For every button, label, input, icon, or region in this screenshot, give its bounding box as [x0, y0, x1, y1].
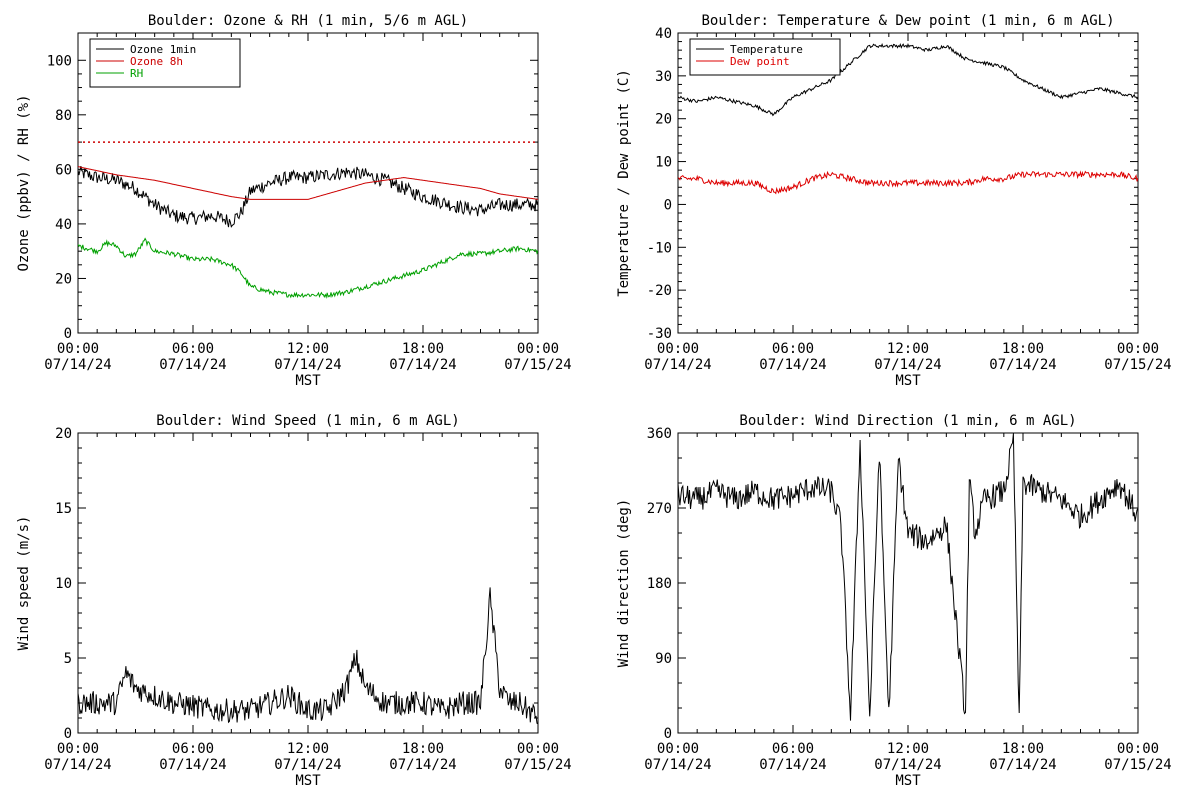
x-tick-label-time: 06:00	[172, 341, 214, 357]
y-tick-label: 0	[64, 326, 72, 342]
x-tick-label-date: 07/14/24	[389, 757, 456, 773]
y-tick-label: -20	[647, 283, 672, 299]
x-tick-label-date: 07/14/24	[159, 357, 226, 373]
x-tick-label-date: 07/14/24	[759, 357, 826, 373]
x-tick-label-time: 18:00	[1002, 741, 1044, 757]
y-axis-label: Temperature / Dew point (C)	[616, 69, 632, 297]
x-axis-label: MST	[295, 373, 321, 389]
y-tick-label: 20	[55, 271, 72, 287]
y-axis-label: Ozone (ppbv) / RH (%)	[16, 94, 32, 271]
x-tick-label-date: 07/14/24	[274, 357, 341, 373]
x-tick-label-time: 18:00	[402, 341, 444, 357]
chart-panel-1: Boulder: Ozone & RH (1 min, 5/6 m AGL) 0 2…	[16, 13, 572, 389]
x-tick-label-time: 12:00	[287, 341, 329, 357]
chart-title: Boulder: Wind Direction (1 min, 6 m AGL)	[739, 413, 1076, 429]
x-tick-label-date: 07/14/24	[874, 757, 941, 773]
y-tick-label: 40	[55, 217, 72, 233]
y-tick-label: 80	[55, 108, 72, 124]
chart-panel-3: Boulder: Wind Speed (1 min, 6 m AGL) 0 5 10…	[16, 413, 572, 789]
y-tick-label: 360	[647, 426, 672, 442]
x-axis-label: MST	[895, 373, 921, 389]
x-tick-label-date: 07/14/24	[44, 357, 111, 373]
x-tick-label-date: 07/14/24	[274, 757, 341, 773]
x-tick-label-time: 00:00	[657, 741, 699, 757]
x-tick-label-time: 12:00	[887, 341, 929, 357]
legend-label: Dew point	[730, 55, 790, 68]
x-tick-label-date: 07/15/24	[504, 757, 571, 773]
y-tick-label: 0	[664, 197, 672, 213]
y-tick-label: 270	[647, 501, 672, 517]
chart-panel-2: Boulder: Temperature & Dew point (1 min,…	[616, 13, 1172, 389]
y-tick-label: 10	[55, 576, 72, 592]
x-tick-label-time: 06:00	[772, 741, 814, 757]
y-tick-label: -10	[647, 240, 672, 256]
x-tick-label-date: 07/14/24	[644, 757, 711, 773]
y-tick-label: 15	[55, 501, 72, 517]
chart-panel-4: Boulder: Wind Direction (1 min, 6 m AGL)…	[616, 413, 1172, 789]
x-axis-label: MST	[295, 773, 321, 789]
x-tick-label-time: 06:00	[172, 741, 214, 757]
chart-title: Boulder: Ozone & RH (1 min, 5/6 m AGL)	[148, 13, 468, 29]
x-tick-label-date: 07/14/24	[874, 357, 941, 373]
x-tick-label-time: 00:00	[517, 341, 559, 357]
x-tick-label-date: 07/14/24	[644, 357, 711, 373]
x-tick-label-time: 00:00	[57, 741, 99, 757]
series-line-data	[78, 587, 538, 725]
x-tick-label-date: 07/15/24	[1104, 757, 1171, 773]
legend-label: Ozone 8h	[130, 55, 183, 68]
y-tick-label: 60	[55, 162, 72, 178]
chart-title: Boulder: Temperature & Dew point (1 min,…	[701, 13, 1114, 29]
series-line-ozone-1min	[78, 165, 538, 228]
y-tick-label: -30	[647, 326, 672, 342]
x-tick-label-date: 07/14/24	[989, 357, 1056, 373]
x-tick-label-time: 18:00	[402, 741, 444, 757]
y-tick-label: 20	[55, 426, 72, 442]
x-tick-label-time: 00:00	[1117, 341, 1159, 357]
series-line-rh	[78, 237, 538, 299]
chart-title: Boulder: Wind Speed (1 min, 6 m AGL)	[156, 413, 459, 429]
x-tick-label-date: 07/15/24	[1104, 357, 1171, 373]
legend-box	[89, 38, 241, 88]
plot-frame	[77, 432, 539, 734]
y-tick-label: 20	[655, 112, 672, 128]
x-tick-label-time: 00:00	[57, 341, 99, 357]
x-tick-label-date: 07/14/24	[389, 357, 456, 373]
y-tick-label: 30	[655, 69, 672, 85]
y-tick-label: 0	[664, 726, 672, 742]
x-tick-label-time: 00:00	[657, 341, 699, 357]
y-tick-label: 40	[655, 26, 672, 42]
y-tick-label: 100	[47, 53, 72, 69]
y-tick-label: 90	[655, 651, 672, 667]
legend-label: RH	[130, 67, 143, 80]
x-tick-label-time: 18:00	[1002, 341, 1044, 357]
x-tick-label-date: 07/14/24	[159, 757, 226, 773]
x-tick-label-date: 07/14/24	[44, 757, 111, 773]
series-line-dew-point	[678, 170, 1138, 195]
x-tick-label-time: 12:00	[887, 741, 929, 757]
x-tick-label-date: 07/15/24	[504, 357, 571, 373]
series-line-ozone-8h	[78, 166, 538, 200]
legend-label: Ozone 1min	[130, 43, 196, 56]
y-tick-label: 180	[647, 576, 672, 592]
legend-box	[689, 38, 841, 76]
x-tick-label-time: 00:00	[517, 741, 559, 757]
x-tick-label-date: 07/14/24	[989, 757, 1056, 773]
y-tick-label: 10	[655, 155, 672, 171]
y-tick-label: 5	[64, 651, 72, 667]
y-axis-label: Wind direction (deg)	[616, 499, 632, 668]
x-tick-label-date: 07/14/24	[759, 757, 826, 773]
y-axis-label: Wind speed (m/s)	[16, 516, 32, 651]
series-line-data	[678, 433, 1138, 721]
plot-frame	[677, 432, 1139, 734]
x-tick-label-time: 00:00	[1117, 741, 1159, 757]
series-line-temperature	[678, 42, 1138, 117]
y-tick-label: 0	[64, 726, 72, 742]
x-axis-label: MST	[895, 773, 921, 789]
x-tick-label-time: 12:00	[287, 741, 329, 757]
legend-label: Temperature	[730, 43, 803, 56]
x-tick-label-time: 06:00	[772, 341, 814, 357]
